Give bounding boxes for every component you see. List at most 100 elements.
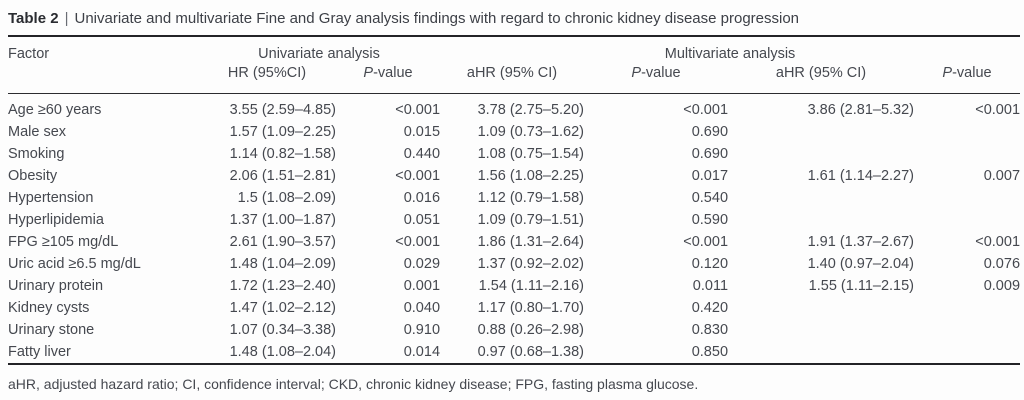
cell-uni_hr: 2.06 (1.51–2.81) bbox=[229, 168, 336, 184]
column-header-multi-pvalue-1: P-value bbox=[631, 65, 681, 81]
cell-uni_hr: 1.37 (1.00–1.87) bbox=[229, 212, 336, 228]
cell-m1_p: 0.590 bbox=[691, 212, 729, 228]
cell-m2_p bbox=[914, 209, 1020, 231]
cell-m2_p bbox=[914, 143, 1020, 165]
cell-uni_hr: 1.72 (1.23–2.40) bbox=[229, 278, 336, 294]
cell-m1_ahr: 1.09 (0.73–1.62) bbox=[477, 124, 585, 140]
cell-m1_p: 0.830 bbox=[691, 322, 729, 338]
cell-m2_ahr: 1.40 (0.97–2.04) bbox=[807, 256, 915, 272]
cell-uni_hr: 1.48 (1.08–2.04) bbox=[229, 344, 336, 360]
cell-uni_p: 0.040 bbox=[403, 300, 441, 316]
cell-factor: FPG ≥105 mg/dL bbox=[8, 234, 119, 250]
cell-m1_p: 0.690 bbox=[691, 124, 729, 140]
cell-uni_p: 0.029 bbox=[403, 256, 441, 272]
cell-factor: Age ≥60 years bbox=[8, 102, 102, 118]
table-row: Age ≥60 years 3.55 (2.59–4.85) <0.001 3.78 … bbox=[8, 94, 1020, 122]
cell-m2_ahr bbox=[728, 209, 914, 231]
cell-m1_ahr: 1.12 (0.79–1.58) bbox=[477, 190, 585, 206]
cell-uni_p: <0.001 bbox=[395, 102, 441, 118]
cell-m2_p: 0.076 bbox=[983, 256, 1021, 272]
cell-uni_p: 0.001 bbox=[403, 278, 441, 294]
cell-m2_p: <0.001 bbox=[975, 234, 1021, 250]
cell-factor: Fatty liver bbox=[8, 344, 71, 360]
cell-uni_p: 0.440 bbox=[403, 146, 441, 162]
cell-m1_ahr: 0.97 (0.68–1.38) bbox=[477, 344, 585, 360]
cell-uni_p: 0.014 bbox=[403, 344, 441, 360]
cell-factor: Hypertension bbox=[8, 190, 94, 206]
table-row: Urinary protein 1.72 (1.23–2.40) 0.001 1.54… bbox=[8, 275, 1020, 297]
cell-m2_p bbox=[914, 319, 1020, 341]
cell-m1_ahr: 1.09 (0.79–1.51) bbox=[477, 212, 585, 228]
column-header-multi-ahr-2: aHR (95% CI) bbox=[775, 65, 867, 81]
cell-m1_ahr: 1.56 (1.08–2.25) bbox=[477, 168, 585, 184]
table-row: Hypertension 1.5 (1.08–2.09) 0.016 1.12 (0.… bbox=[8, 187, 1020, 209]
cell-m2_p: 0.009 bbox=[983, 278, 1021, 294]
cell-m2_p bbox=[914, 341, 1020, 364]
cell-uni_p: <0.001 bbox=[395, 168, 441, 184]
cell-m2_ahr bbox=[728, 143, 914, 165]
cell-factor: Obesity bbox=[8, 168, 58, 184]
cell-m1_p: <0.001 bbox=[683, 102, 729, 118]
cell-m1_ahr: 1.54 (1.11–2.16) bbox=[478, 278, 585, 294]
column-header-uni-hr: HR (95%CI) bbox=[227, 65, 307, 81]
table-number-label: Table 2 bbox=[8, 10, 59, 27]
cell-m1_ahr: 1.08 (0.75–1.54) bbox=[477, 146, 585, 162]
cell-factor: Kidney cysts bbox=[8, 300, 90, 316]
cell-uni_p: <0.001 bbox=[395, 234, 441, 250]
cell-m2_p: <0.001 bbox=[975, 102, 1021, 118]
cell-m2_ahr: 3.86 (2.81–5.32) bbox=[807, 102, 915, 118]
cell-uni_hr: 1.57 (1.09–2.25) bbox=[229, 124, 336, 140]
cell-m1_ahr: 3.78 (2.75–5.20) bbox=[477, 102, 585, 118]
cell-uni_hr: 1.5 (1.08–2.09) bbox=[237, 190, 336, 206]
analysis-table: Factor Univariate analysis Multivariate … bbox=[8, 37, 1021, 365]
cell-factor: Urinary protein bbox=[8, 278, 104, 294]
cell-m2_p bbox=[914, 121, 1020, 143]
cell-uni_hr: 3.55 (2.59–4.85) bbox=[229, 102, 336, 118]
table-row: Male sex 1.57 (1.09–2.25) 0.015 1.09 (0.73–… bbox=[8, 121, 1020, 143]
cell-m2_ahr bbox=[728, 187, 914, 209]
cell-m1_p: <0.001 bbox=[683, 234, 729, 250]
cell-uni_hr: 1.47 (1.02–2.12) bbox=[229, 300, 336, 316]
cell-m2_p bbox=[914, 297, 1020, 319]
cell-factor: Uric acid ≥6.5 mg/dL bbox=[8, 256, 141, 272]
cell-uni_p: 0.051 bbox=[403, 212, 441, 228]
cell-m1_ahr: 0.88 (0.26–2.98) bbox=[477, 322, 585, 338]
cell-factor: Hyperlipidemia bbox=[8, 212, 104, 228]
cell-m1_p: 0.540 bbox=[691, 190, 729, 206]
table-row: Obesity 2.06 (1.51–2.81) <0.001 1.56 (1.08–… bbox=[8, 165, 1020, 187]
cell-m2_ahr: 1.61 (1.14–2.27) bbox=[807, 168, 915, 184]
cell-m1_ahr: 1.37 (0.92–2.02) bbox=[477, 256, 585, 272]
table-row: Uric acid ≥6.5 mg/dL 1.48 (1.04–2.09) 0.02… bbox=[8, 253, 1020, 275]
table-title-text: Univariate and multivariate Fine and Gra… bbox=[74, 10, 800, 27]
cell-m1_p: 0.420 bbox=[691, 300, 729, 316]
cell-m2_ahr bbox=[728, 319, 914, 341]
cell-factor: Smoking bbox=[8, 146, 65, 162]
header-sub-row: HR (95%CI) P-value aHR (95% CI) P-value … bbox=[8, 65, 1020, 94]
cell-factor: Male sex bbox=[8, 124, 67, 140]
header-group-row: Factor Univariate analysis Multivariate … bbox=[8, 37, 1020, 65]
cell-m2_ahr bbox=[728, 341, 914, 364]
cell-m1_ahr: 1.86 (1.31–2.64) bbox=[477, 234, 585, 250]
cell-m1_p: 0.011 bbox=[692, 278, 729, 294]
table-footnote: aHR, adjusted hazard ratio; CI, confiden… bbox=[8, 376, 699, 392]
table-row: Kidney cysts 1.47 (1.02–2.12) 0.040 1.17 (0… bbox=[8, 297, 1020, 319]
table-caption: Table 2 | Univariate and multivariate Fine… bbox=[8, 9, 1024, 29]
cell-m1_p: 0.690 bbox=[691, 146, 729, 162]
cell-m2_ahr: 1.55 (1.11–2.15) bbox=[808, 278, 915, 294]
cell-factor: Urinary stone bbox=[8, 322, 95, 338]
caption-separator: | bbox=[64, 10, 69, 27]
cell-m1_p: 0.850 bbox=[691, 344, 729, 360]
cell-m1_ahr: 1.17 (0.80–1.70) bbox=[477, 300, 585, 316]
table-row: Smoking 1.14 (0.82–1.58) 0.440 1.08 (0.75–1… bbox=[8, 143, 1020, 165]
cell-uni_hr: 1.48 (1.04–2.09) bbox=[229, 256, 336, 272]
column-header-factor: Factor bbox=[8, 46, 50, 62]
table-header: Factor Univariate analysis Multivariate … bbox=[8, 37, 1021, 94]
cell-m2_p: 0.007 bbox=[983, 168, 1021, 184]
table-row: Urinary stone 1.07 (0.34–3.38) 0.910 0.88 (… bbox=[8, 319, 1020, 341]
cell-uni_hr: 1.14 (0.82–1.58) bbox=[229, 146, 336, 162]
table-row: Fatty liver 1.48 (1.08–2.04) 0.014 0.97 (0.… bbox=[8, 341, 1020, 364]
group-header-multivariate: Multivariate analysis bbox=[664, 46, 796, 62]
group-header-univariate: Univariate analysis bbox=[258, 46, 380, 62]
cell-m2_p bbox=[914, 187, 1020, 209]
